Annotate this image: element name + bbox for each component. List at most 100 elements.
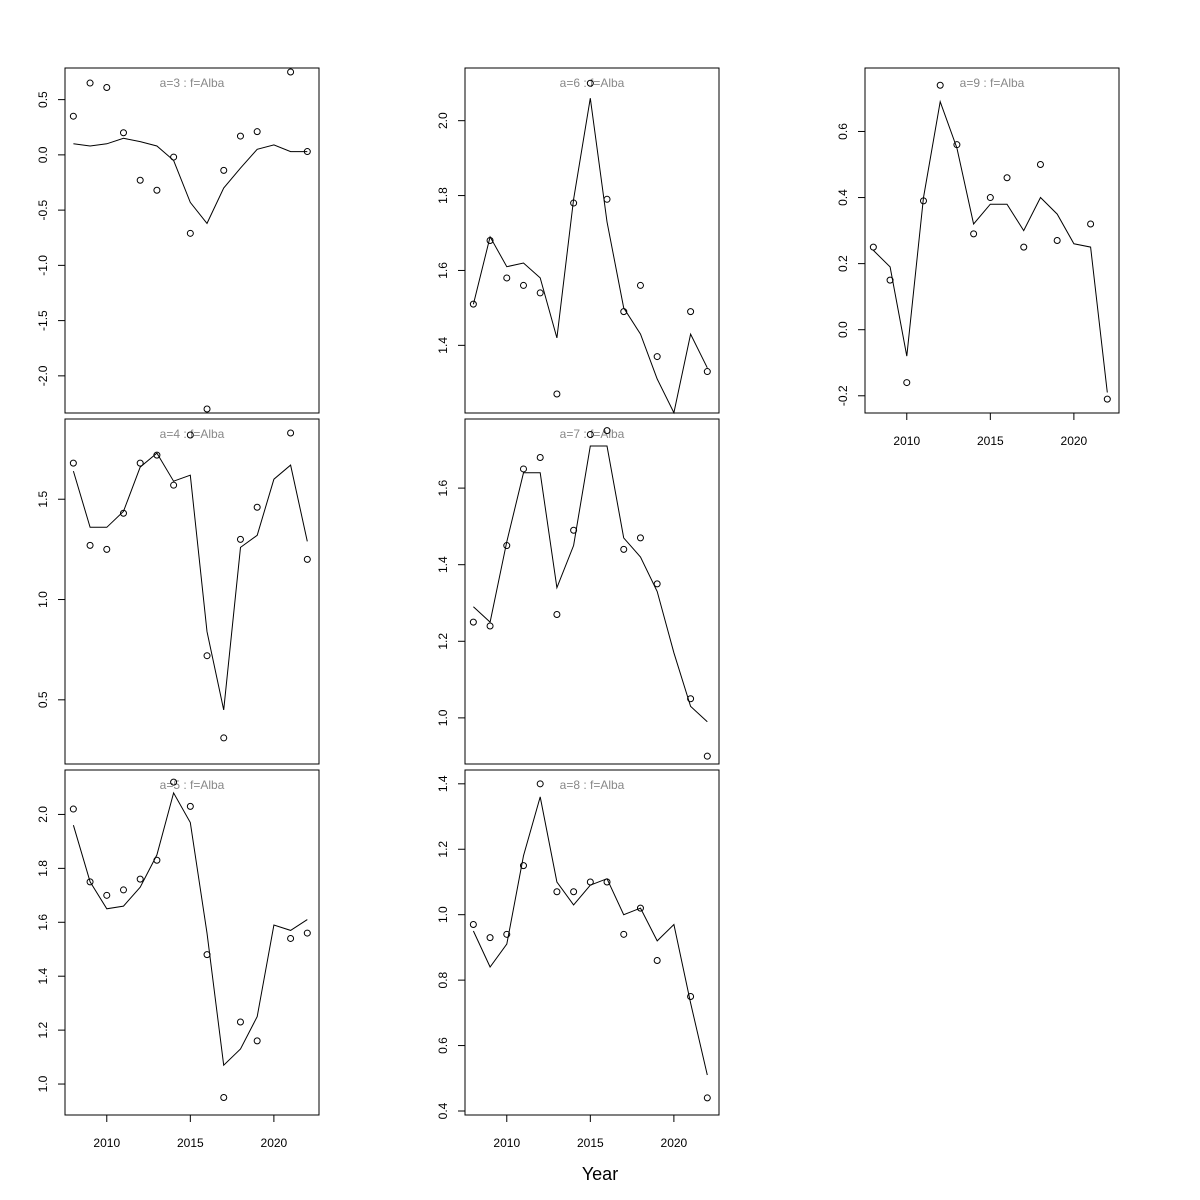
panel-2-observed-point [287,429,295,437]
panel-1-y-tick-label: -0.5 [36,199,50,220]
panel-4-observed-point [486,237,494,244]
panel-2-observed-point [220,734,228,742]
panel-2-fitted-line [72,452,308,711]
panel-5-observed-point [636,534,644,542]
panel-3-observed-point [69,805,77,813]
panel-5-fitted-line [473,445,708,723]
panel-7-observed-point [1003,174,1011,182]
panel-4-title: a=6 : f=Alba [560,76,625,90]
panel-6-x-tick-label: 2010 [493,1136,520,1150]
panel-5-observed-point [469,618,477,626]
panel-7-x-tick-label: 2010 [893,434,920,448]
panel-7-observed-point [936,81,944,89]
panel-4-y-tick-label: 1.6 [436,262,450,279]
panel-1-y-tick-label: 0.5 [36,91,50,108]
panel-7-observed-point [953,141,961,149]
panel-3-observed-point [119,886,127,894]
panel-6-observed-point [636,904,644,912]
panel-3-observed-point [170,778,178,786]
panel-1-observed-point [236,132,244,140]
panel-7-y-tick-label: 0.2 [836,255,850,272]
panel-1-observed-point [287,68,295,76]
panel-3-observed-point [86,878,94,886]
panel-6-x-tick-label: 2015 [577,1136,604,1150]
panel-7-x-tick-label: 2020 [1061,434,1088,448]
panel-3-x-tick-label: 2015 [177,1136,204,1150]
panel-1-observed-point [136,176,144,184]
panel-5-frame [464,418,720,765]
panel-4-observed-point [536,289,544,297]
panel-5-observed-point [503,542,511,550]
panel-1-fitted-line [73,137,308,225]
panel-4-observed-point [620,308,628,316]
panel-3-y-tick-label: 2.0 [36,806,50,823]
panel-7-y-tick-label: 0.0 [836,321,850,338]
panel-2-y-tick-label: 1.0 [36,591,50,608]
panel-7-observed-point [1053,237,1061,244]
panel-6-fitted-line [472,796,708,1076]
panel-5-observed-point [536,453,544,461]
panel-2-observed-point [103,545,111,553]
panel-6-title: a=8 : f=Alba [560,778,625,792]
panel-3-x-tick-label: 2010 [93,1136,120,1150]
panel-6-x-tick-label: 2020 [661,1136,688,1150]
panel-3-observed-point [186,802,194,810]
panel-6-observed-point [653,956,661,964]
panel-7-fitted-line [873,99,1108,393]
panel-1-observed-point [69,112,77,120]
panel-7-observed-point [986,194,994,202]
panel-3-observed-point [103,891,111,899]
panel-4-observed-point [703,368,711,376]
panel-2-title: a=4 : f=Alba [160,427,225,441]
panel-4-observed-point [570,199,578,207]
panel-5-observed-point [553,610,561,618]
panel-6-observed-point [703,1094,711,1102]
panel-4-observed-point [519,281,527,289]
panel-2-observed-point [170,481,178,489]
panel-5-title: a=7 : f=Alba [560,427,625,441]
panel-5-observed-point [687,695,695,703]
panel-4-observed-point [586,79,594,87]
panel-4-observed-point [636,281,644,289]
panel-4-frame [464,67,720,414]
panel-7-observed-point [903,379,911,387]
panel-3-observed-point [220,1094,228,1102]
panel-2-observed-point [303,555,311,563]
panel-3-observed-point [236,1018,244,1026]
panel-1-observed-point [303,148,311,156]
panel-6-y-tick-label: 1.4 [436,775,450,792]
panel-3-x-tick-label: 2020 [261,1136,288,1150]
panel-3-observed-point [136,875,144,883]
panel-3-y-tick-label: 1.2 [36,1021,50,1038]
panel-5-observed-point [653,580,661,588]
panel-3-observed-point [203,951,211,959]
x-axis-title: Year [582,1164,618,1184]
panel-3-observed-point [303,929,311,937]
panel-1-y-tick-label: -1.0 [36,255,50,276]
panel-5-observed-point [570,526,578,534]
panel-6-observed-point [586,878,594,886]
panel-5-y-tick-label: 1.6 [436,479,450,496]
panel-2-y-tick-label: 0.5 [36,691,50,708]
panel-3-observed-point [253,1037,261,1045]
panel-3-frame [64,769,320,1116]
panel-4-fitted-line [472,98,708,415]
panel-4-observed-point [687,308,695,316]
panel-5-observed-point [703,752,711,760]
panel-2-observed-point [119,509,127,517]
panel-7-y-tick-label: -0.2 [836,385,850,406]
panel-1-title: a=3 : f=Alba [160,76,225,90]
panel-3-y-tick-label: 1.6 [36,914,50,931]
panel-4-observed-point [553,390,561,398]
panel-7-observed-point [869,243,877,251]
panel-6-y-tick-label: 0.6 [436,1037,450,1054]
panel-2-observed-point [153,451,161,459]
panel-3-y-tick-label: 1.4 [36,968,50,985]
panel-5-observed-point [586,430,594,438]
panel-4-observed-point [469,300,477,308]
panel-2-frame [64,418,320,765]
panel-2-observed-point [136,459,144,467]
panel-7-observed-point [1103,395,1111,403]
panel-6-observed-point [620,930,628,938]
panel-6-observed-point [519,862,527,870]
